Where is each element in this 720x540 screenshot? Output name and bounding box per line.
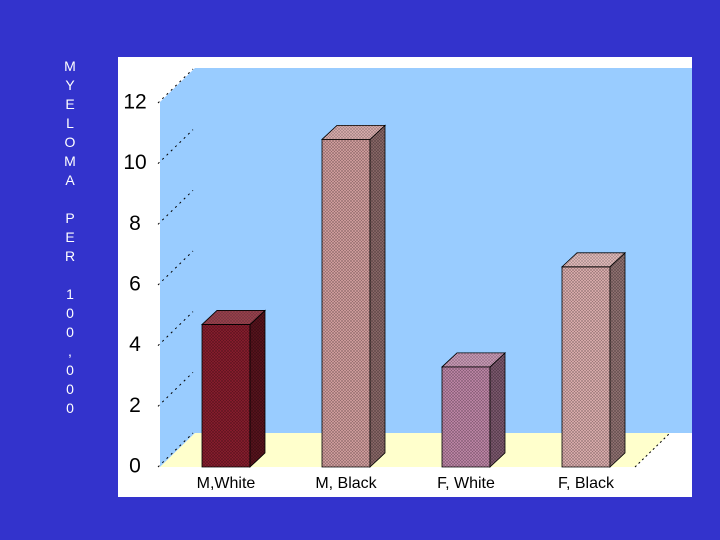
bar-side bbox=[369, 124, 386, 468]
bar-front bbox=[202, 324, 250, 467]
bar-side bbox=[370, 125, 385, 468]
x-tick-label: M,White bbox=[197, 475, 256, 492]
grid-line bbox=[157, 250, 194, 286]
bar-side bbox=[489, 351, 506, 468]
bar-top bbox=[562, 252, 625, 267]
bar-front bbox=[442, 366, 490, 467]
bar-side bbox=[249, 309, 266, 468]
bar bbox=[560, 251, 627, 468]
bar-front bbox=[322, 139, 370, 467]
grid-line bbox=[157, 68, 194, 104]
bar-top bbox=[200, 310, 267, 325]
y-tick-label: 8 bbox=[129, 212, 141, 235]
y-tick-label: 2 bbox=[129, 394, 141, 417]
x-tick-label: F, White bbox=[437, 475, 495, 492]
y-tick-label: 12 bbox=[123, 91, 146, 114]
bar-top bbox=[202, 310, 265, 325]
bar-top bbox=[320, 125, 387, 140]
bar bbox=[440, 351, 507, 468]
bar-side bbox=[610, 252, 625, 467]
bar bbox=[320, 124, 387, 468]
grid-line bbox=[157, 189, 194, 225]
x-tick-label: M, Black bbox=[315, 475, 377, 492]
floor-edge bbox=[634, 432, 671, 468]
grid-line bbox=[157, 432, 194, 468]
y-tick-label: 0 bbox=[129, 455, 141, 478]
y-tick-label: 4 bbox=[129, 333, 141, 356]
bar-side bbox=[609, 251, 626, 468]
bar-side bbox=[490, 352, 505, 467]
bar-top bbox=[560, 252, 627, 268]
bar-top bbox=[322, 125, 385, 140]
y-tick-label: 6 bbox=[129, 273, 141, 296]
y-axis-label: MYELOMA PER 100,000 bbox=[62, 58, 78, 419]
x-tick-label: F, Black bbox=[558, 475, 615, 492]
bar-front bbox=[201, 324, 251, 468]
floor bbox=[160, 433, 670, 467]
left-wall bbox=[160, 68, 195, 467]
grid-line bbox=[157, 311, 194, 347]
grid-line bbox=[157, 371, 194, 407]
bar-front bbox=[441, 366, 491, 468]
bar-side bbox=[250, 310, 265, 467]
bar-front bbox=[561, 266, 611, 468]
bar-front bbox=[321, 138, 371, 468]
y-tick-label: 10 bbox=[123, 151, 146, 174]
bar-front bbox=[562, 266, 610, 467]
bar-top bbox=[442, 352, 505, 367]
bar bbox=[200, 309, 267, 468]
grid-line bbox=[157, 129, 194, 165]
bar-top bbox=[440, 352, 507, 368]
